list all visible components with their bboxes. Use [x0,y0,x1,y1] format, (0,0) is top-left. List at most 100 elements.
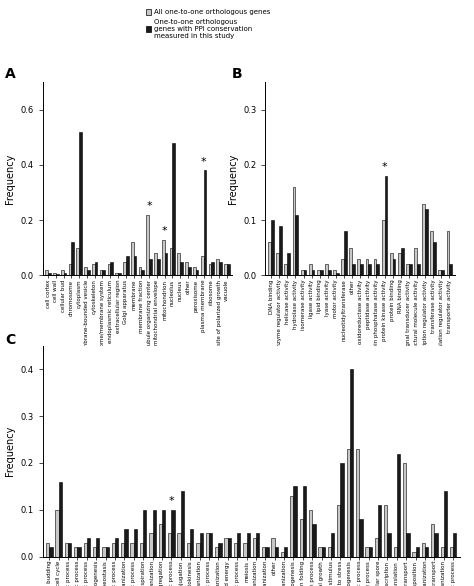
Bar [253,538,256,557]
Bar [153,510,156,557]
Bar [406,264,409,275]
Bar [108,264,110,275]
Bar [319,547,322,557]
Bar [76,248,79,275]
Bar [149,533,153,557]
Bar [331,533,334,557]
Bar [83,543,87,557]
Bar [322,547,325,557]
Bar [384,176,387,275]
Bar [438,270,441,275]
Bar [425,547,428,557]
Bar [311,270,314,275]
Bar [237,533,240,557]
Bar [224,264,227,275]
Bar [185,261,188,275]
Bar [126,256,128,275]
Bar [201,256,203,275]
Bar [149,259,152,275]
Bar [100,270,102,275]
Bar [378,505,382,557]
Bar [170,248,173,275]
Bar [412,552,416,557]
Bar [275,547,278,557]
Bar [141,270,144,275]
Bar [284,264,287,275]
Bar [59,482,62,557]
Bar [196,543,200,557]
Bar [95,261,98,275]
Bar [215,547,219,557]
Bar [417,264,420,275]
Text: A: A [5,67,16,80]
Bar [440,547,444,557]
Bar [293,486,297,557]
Bar [268,242,271,275]
Bar [375,538,378,557]
Bar [188,267,191,275]
Bar [93,547,96,557]
Bar [190,529,193,557]
Bar [243,543,246,557]
Bar [173,143,175,275]
Bar [140,543,143,557]
Bar [401,248,403,275]
Bar [102,270,105,275]
Bar [159,524,162,557]
Bar [138,267,141,275]
Bar [382,220,384,275]
Bar [203,171,206,275]
Text: *: * [169,496,174,506]
Bar [180,261,183,275]
Bar [87,270,90,275]
Bar [414,248,417,275]
Bar [272,538,275,557]
Bar [350,369,353,557]
Bar [309,510,312,557]
Bar [360,264,363,275]
Bar [384,505,387,557]
Bar [287,253,290,275]
Bar [341,259,344,275]
Bar [398,253,401,275]
Bar [177,253,180,275]
Text: *: * [201,156,206,166]
Y-axis label: Frequency: Frequency [5,426,15,476]
X-axis label: Molecular functions: Molecular functions [309,385,411,395]
Bar [337,505,340,557]
Bar [281,552,284,557]
Bar [48,272,51,275]
Bar [130,543,134,557]
Bar [444,491,447,557]
Bar [453,533,456,557]
Text: *: * [146,201,152,211]
Bar [162,240,164,275]
Bar [164,253,167,275]
Bar [177,533,181,557]
Bar [344,231,347,275]
Bar [96,538,100,557]
Bar [336,272,339,275]
Bar [393,547,397,557]
Bar [303,486,306,557]
Bar [115,272,118,275]
Bar [234,543,237,557]
Bar [168,533,172,557]
Bar [72,242,74,275]
Bar [387,533,391,557]
Bar [209,533,212,557]
Bar [422,543,425,557]
Bar [121,543,124,557]
Bar [69,264,72,275]
Bar [325,264,328,275]
Bar [433,242,436,275]
Bar [134,529,137,557]
Bar [219,543,222,557]
Bar [303,270,306,275]
Bar [365,547,369,557]
Bar [181,491,184,557]
Bar [143,510,146,557]
Bar [357,259,360,275]
Bar [124,529,128,557]
Bar [115,538,118,557]
